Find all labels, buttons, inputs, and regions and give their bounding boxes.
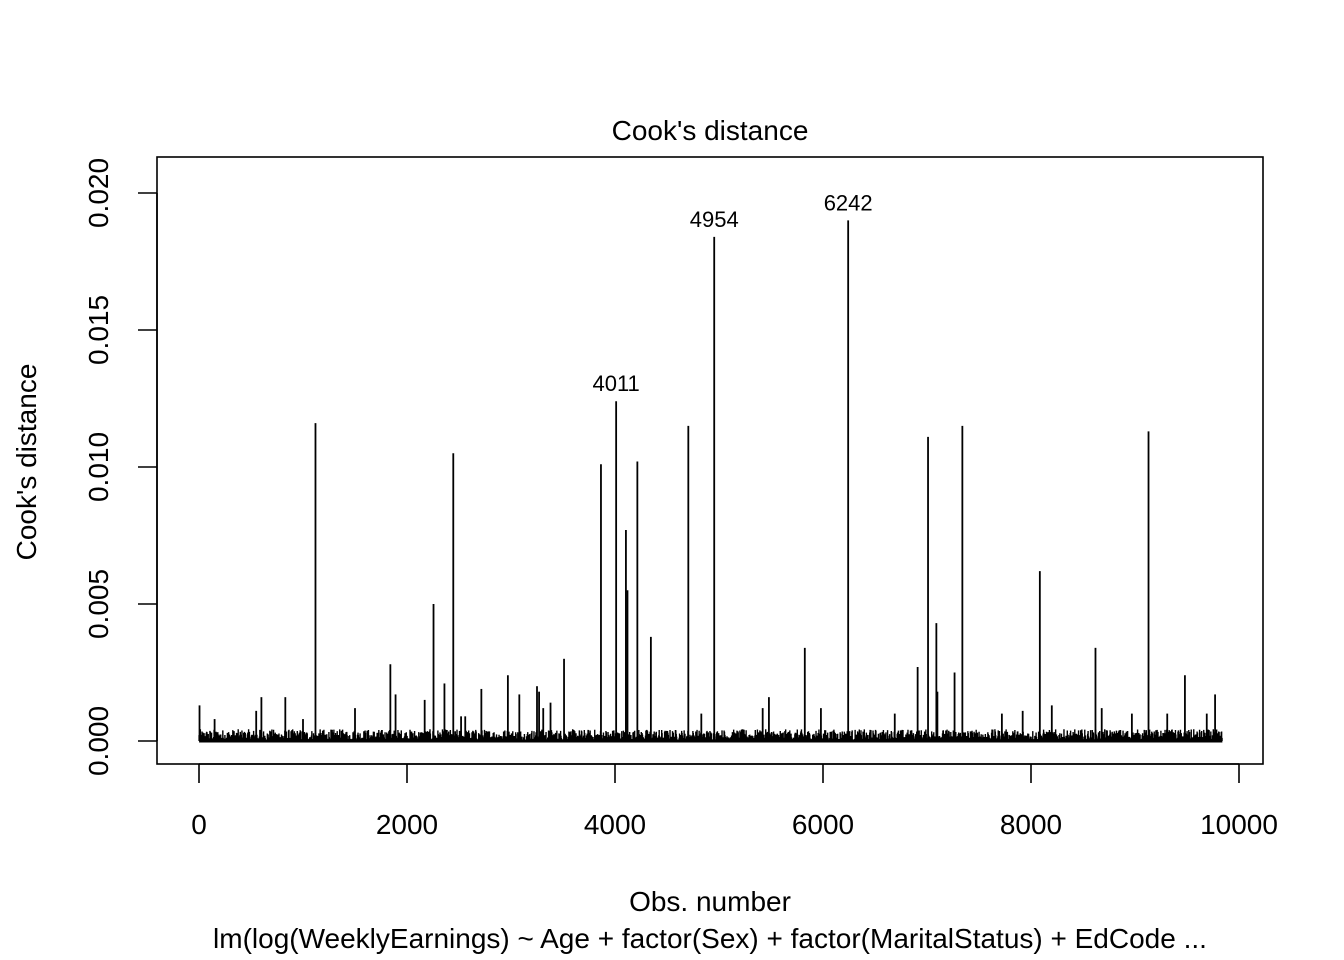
cooks-distance-baseline-bars <box>198 729 1223 741</box>
y-tick-label: 0.020 <box>83 158 114 228</box>
point-label: 4011 <box>592 371 639 396</box>
chart-title: Cook's distance <box>612 115 809 146</box>
cooks-distance-bars <box>198 220 1223 743</box>
y-axis: 0.000 0.005 0.010 0.015 0.020 <box>83 158 158 776</box>
x-tick-label: 2000 <box>376 809 438 840</box>
x-axis: 0 2000 4000 6000 8000 10000 <box>191 763 1278 840</box>
point-label: 6242 <box>824 190 873 215</box>
y-tick-label: 0.005 <box>83 569 114 639</box>
y-tick-label: 0.010 <box>83 432 114 502</box>
model-formula-subtitle: lm(log(WeeklyEarnings) ~ Age + factor(Se… <box>213 923 1207 954</box>
point-labels: 4011 4954 6242 <box>592 190 872 396</box>
x-tick-label: 4000 <box>584 809 646 840</box>
point-label: 4954 <box>690 207 739 232</box>
y-axis-label: Cook's distance <box>11 364 42 561</box>
x-tick-label: 8000 <box>1000 809 1062 840</box>
x-axis-label: Obs. number <box>629 886 791 917</box>
y-tick-label: 0.015 <box>83 295 114 365</box>
x-tick-label: 10000 <box>1200 809 1278 840</box>
x-tick-label: 0 <box>191 809 207 840</box>
y-tick-label: 0.000 <box>83 706 114 776</box>
plot-frame <box>156 156 1264 765</box>
x-tick-label: 6000 <box>792 809 854 840</box>
